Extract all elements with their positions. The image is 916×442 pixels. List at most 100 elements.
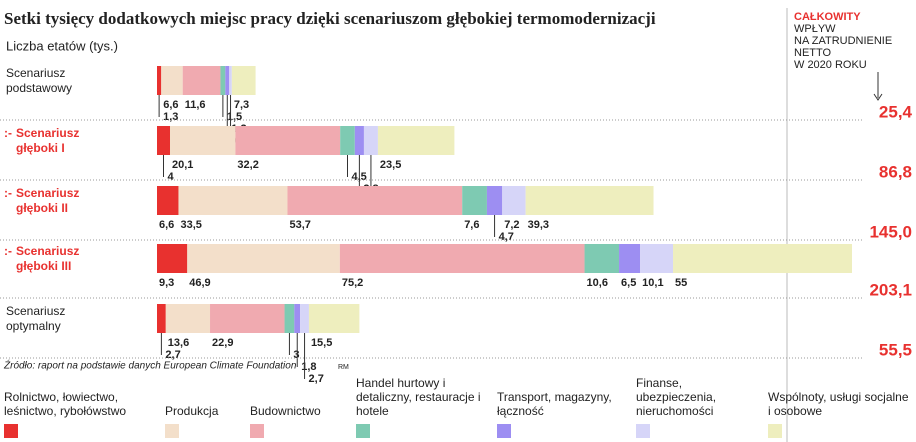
value-label: 33,5 (180, 219, 201, 231)
value-label: 53,7 (289, 219, 310, 231)
legend-label: Finanse, ubezpieczenia, nieruchomości (636, 376, 717, 418)
value-label: 46,9 (189, 277, 210, 289)
legend-item: Produkcja (165, 404, 245, 438)
value-label: 7,6 (464, 219, 479, 231)
bar-segment (157, 126, 171, 155)
value-label: 2,7 (165, 349, 180, 361)
total-value: 25,4 (879, 102, 913, 121)
legend-label: Produkcja (165, 404, 219, 418)
subtitle: Liczba etatów (tys.) (6, 38, 118, 53)
bar-segment (235, 126, 341, 155)
bar-segment (363, 126, 378, 155)
credit: RM (338, 364, 349, 371)
category-label: Scenariusz optymalny (6, 304, 65, 333)
legend-swatch (165, 424, 179, 438)
legend-label: Transport, magazyny, łączność (497, 390, 612, 418)
bar-segment (210, 304, 285, 333)
bar-segment (225, 66, 230, 95)
scenario-icon: :- (4, 244, 12, 258)
bar-segment (339, 244, 585, 273)
bar-segment (340, 126, 355, 155)
value-label: 1,3 (163, 111, 178, 123)
bar-segment (525, 186, 654, 215)
legend-swatch (636, 424, 650, 438)
legend-swatch (4, 424, 18, 438)
legend-swatch (250, 424, 264, 438)
bar-segment (178, 186, 288, 215)
bar-segment (462, 186, 487, 215)
bar-segment (187, 244, 340, 273)
legend-item: Rolnictwo, łowiectwo, leśnictwo, rybołów… (4, 390, 154, 438)
total-value: 145,0 (869, 222, 912, 241)
value-label: 6,6 (159, 219, 174, 231)
bar-segment (619, 244, 641, 273)
category-label: Scenariusz głęboki III (16, 244, 79, 273)
bar-segment (486, 186, 503, 215)
total-value: 203,1 (869, 280, 912, 299)
bar-segment (354, 126, 364, 155)
bar-segment (161, 66, 183, 95)
legend-item: Budownictwo (250, 404, 350, 438)
value-label: 10,1 (642, 277, 663, 289)
value-label: 4 (168, 171, 175, 183)
value-label: 3 (293, 349, 299, 361)
total-header: NA ZATRUDNIENIE (794, 35, 892, 47)
value-label: 1,8 (301, 361, 316, 373)
total-value: 86,8 (879, 162, 912, 181)
legend-item: Transport, magazyny, łączność (497, 390, 627, 438)
legend-label: Rolnictwo, łowiectwo, leśnictwo, rybołów… (4, 390, 127, 418)
legend-item: Finanse, ubezpieczenia, nieruchomości (636, 376, 761, 438)
total-header: CAŁKOWITY (794, 11, 861, 23)
value-label: 7,2 (504, 219, 519, 231)
chart-title: Setki tysięcy dodatkowych miejsc pracy d… (4, 9, 656, 28)
value-label: 23,5 (380, 159, 401, 171)
value-label: 13,6 (168, 337, 189, 349)
value-label: 10,6 (587, 277, 608, 289)
value-label: 2,7 (309, 373, 324, 385)
bar-segment (231, 66, 256, 95)
bar-segment (502, 186, 526, 215)
legend-label: Handel hurtowy i detaliczny, restauracje… (356, 376, 481, 418)
total-header: NETTO (794, 47, 832, 59)
bar-segment (294, 304, 301, 333)
total-header: W 2020 ROKU (794, 59, 867, 71)
legend-item: Handel hurtowy i detaliczny, restauracje… (356, 376, 491, 438)
bar-segment (640, 244, 674, 273)
arrow-head (873, 93, 883, 101)
legend-swatch (356, 424, 370, 438)
bar-segment (308, 304, 360, 333)
source: Źródło: raport na podstawie danych Europ… (3, 359, 297, 372)
value-label: 6,5 (621, 277, 636, 289)
bar-segment (157, 186, 179, 215)
bar-segment (584, 244, 620, 273)
value-label: 15,5 (311, 337, 332, 349)
value-label: 9,3 (159, 277, 174, 289)
bar-segment (157, 244, 188, 273)
scenario-icon: :- (4, 126, 12, 140)
bar-segment (300, 304, 309, 333)
value-label: 1,5 (227, 111, 242, 123)
value-label: 22,9 (212, 337, 233, 349)
bar-segment (229, 66, 232, 95)
value-label: 6,6 (163, 99, 178, 111)
value-label: 32,2 (237, 159, 258, 171)
total-header: WPŁYW (794, 23, 836, 35)
value-label: 7,3 (234, 99, 249, 111)
bar-segment (157, 304, 166, 333)
bar-segment (170, 126, 236, 155)
bar-segment (287, 186, 463, 215)
value-label: 39,3 (528, 219, 549, 231)
value-label: 20,1 (172, 159, 193, 171)
value-label: 55 (675, 277, 687, 289)
legend-swatch (768, 424, 782, 438)
value-label: 4,7 (499, 231, 514, 243)
bar-segment (284, 304, 295, 333)
bar-segment (157, 66, 162, 95)
category-label: Scenariusz głęboki II (16, 186, 79, 215)
bar-segment (220, 66, 226, 95)
bar-segment (165, 304, 211, 333)
value-label: 11,6 (185, 99, 206, 111)
legend-item: Wspólnoty, usługi socjalne i osobowe (768, 390, 914, 438)
category-label: Scenariusz głęboki I (16, 126, 79, 155)
